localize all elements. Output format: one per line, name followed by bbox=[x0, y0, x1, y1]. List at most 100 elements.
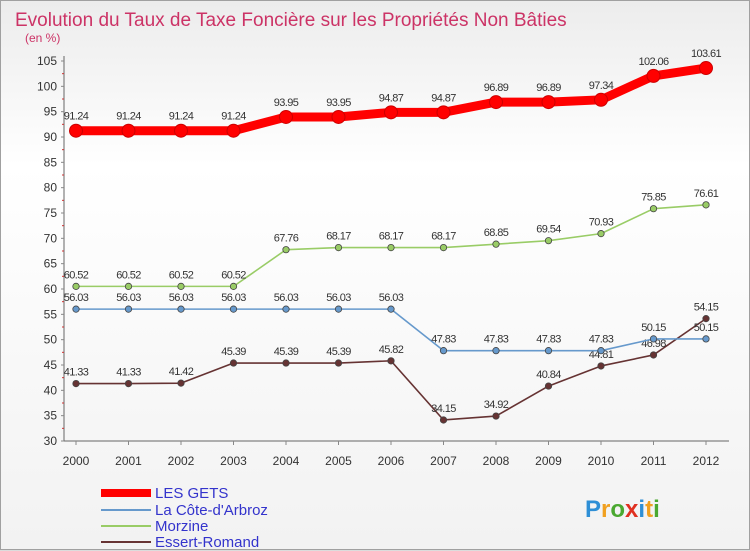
data-point bbox=[597, 230, 605, 238]
data-point bbox=[541, 95, 556, 110]
data-label: 96.89 bbox=[484, 82, 509, 94]
data-label: 34.15 bbox=[431, 403, 456, 415]
data-point bbox=[387, 305, 395, 313]
y-axis-ticks: 30 35 40 45 50 55 60 65 70 75 80 85 90 95 100 105 bbox=[37, 54, 64, 448]
data-point bbox=[124, 305, 133, 313]
data-point bbox=[492, 347, 500, 355]
legend-label: LES GETS bbox=[155, 485, 228, 502]
legend-label: La Côte-d'Arbroz bbox=[155, 502, 268, 519]
data-label: 68.17 bbox=[379, 231, 404, 243]
data-label: 69.54 bbox=[536, 224, 561, 236]
data-point bbox=[282, 359, 290, 367]
series-3: 60.52 60.52 60.52 60.52 67.76 68.17 68.17 68.17… bbox=[64, 188, 719, 290]
data-point bbox=[544, 347, 553, 355]
x-tick-label: 2003 bbox=[220, 454, 247, 468]
data-point bbox=[174, 123, 188, 138]
data-label: 60.52 bbox=[116, 269, 141, 281]
data-point bbox=[439, 244, 448, 252]
data-label: 47.83 bbox=[536, 334, 561, 346]
x-tick-label: 2006 bbox=[378, 454, 405, 468]
data-point bbox=[649, 205, 658, 213]
y-tick-label: 90 bbox=[44, 130, 58, 144]
chart-title: Evolution du Taux de Taxe Foncière sur l… bbox=[15, 10, 567, 31]
y-tick-label: 45 bbox=[44, 358, 58, 372]
data-label: 60.52 bbox=[221, 269, 246, 281]
data-label: 94.87 bbox=[431, 92, 456, 104]
data-point bbox=[439, 416, 448, 424]
data-point bbox=[702, 335, 710, 343]
data-label: 47.83 bbox=[431, 334, 456, 346]
y-tick-label: 60 bbox=[44, 282, 58, 296]
x-tick-label: 2012 bbox=[693, 454, 720, 468]
y-tick-label: 55 bbox=[44, 307, 58, 321]
y-tick-label: 30 bbox=[44, 434, 58, 448]
data-label: 93.95 bbox=[274, 97, 299, 109]
data-label: 102.06 bbox=[638, 56, 669, 68]
data-label: 41.42 bbox=[169, 366, 194, 378]
data-label: 60.52 bbox=[64, 269, 89, 281]
data-label: 97.34 bbox=[589, 80, 614, 92]
data-point bbox=[279, 109, 293, 124]
data-label: 56.03 bbox=[379, 292, 404, 304]
data-point bbox=[384, 105, 398, 120]
data-label: 76.61 bbox=[694, 188, 719, 200]
x-tick-label: 2005 bbox=[325, 454, 352, 468]
data-label: 103.61 bbox=[691, 48, 722, 60]
legend-label: Morzine bbox=[155, 518, 208, 535]
data-point bbox=[121, 123, 136, 138]
data-point bbox=[702, 315, 710, 323]
data-point bbox=[177, 282, 185, 290]
data-label: 56.03 bbox=[64, 292, 89, 304]
data-label: 56.03 bbox=[221, 292, 246, 304]
data-point bbox=[492, 412, 500, 420]
data-label: 47.83 bbox=[589, 334, 614, 346]
data-label: 45.39 bbox=[274, 346, 299, 358]
data-point bbox=[229, 305, 238, 313]
brand-letter: i bbox=[653, 496, 660, 523]
data-point bbox=[492, 240, 500, 248]
data-point bbox=[229, 359, 238, 367]
data-label: 96.89 bbox=[536, 82, 561, 94]
data-point bbox=[331, 109, 346, 124]
data-label: 68.17 bbox=[326, 231, 351, 243]
x-tick-label: 2009 bbox=[535, 454, 562, 468]
y-tick-label: 75 bbox=[44, 206, 58, 220]
data-label: 56.03 bbox=[274, 292, 299, 304]
series-4: 41.33 41.33 41.42 45.39 45.39 45.39 45.82 34.15… bbox=[64, 302, 719, 424]
data-label: 68.85 bbox=[484, 227, 509, 239]
y-tick-label: 100 bbox=[37, 79, 57, 93]
data-point bbox=[646, 68, 661, 83]
data-label: 93.95 bbox=[326, 97, 351, 109]
y-tick-label: 40 bbox=[44, 383, 58, 397]
data-point bbox=[699, 61, 713, 76]
brand-text: Proxiti bbox=[585, 496, 660, 523]
brand-letter: i bbox=[638, 496, 645, 523]
brand-letter: o bbox=[610, 496, 625, 523]
data-point bbox=[489, 95, 503, 110]
data-point bbox=[597, 347, 605, 355]
data-point bbox=[124, 379, 133, 388]
y-tick-label: 70 bbox=[44, 231, 58, 245]
x-tick-label: 2008 bbox=[483, 454, 510, 468]
data-point bbox=[387, 244, 395, 252]
data-label: 44.81 bbox=[589, 349, 614, 361]
data-label: 45.39 bbox=[326, 346, 351, 358]
data-point bbox=[177, 305, 185, 313]
data-point bbox=[544, 382, 553, 390]
brand-letter: P bbox=[585, 496, 601, 523]
data-label: 34.92 bbox=[484, 399, 509, 411]
data-label: 41.33 bbox=[116, 367, 141, 379]
data-label: 56.03 bbox=[116, 292, 141, 304]
data-point bbox=[282, 246, 290, 254]
data-label: 40.84 bbox=[536, 369, 561, 381]
proxiti-logo: Proxiti bbox=[585, 496, 660, 523]
data-label: 67.76 bbox=[274, 233, 299, 245]
data-label: 91.24 bbox=[116, 111, 141, 123]
y-tick-label: 95 bbox=[44, 105, 58, 119]
data-point bbox=[226, 123, 241, 138]
series-2: 56.03 56.03 56.03 56.03 56.03 56.03 56.03 47.83… bbox=[64, 292, 719, 355]
data-label: 50.15 bbox=[694, 322, 719, 334]
